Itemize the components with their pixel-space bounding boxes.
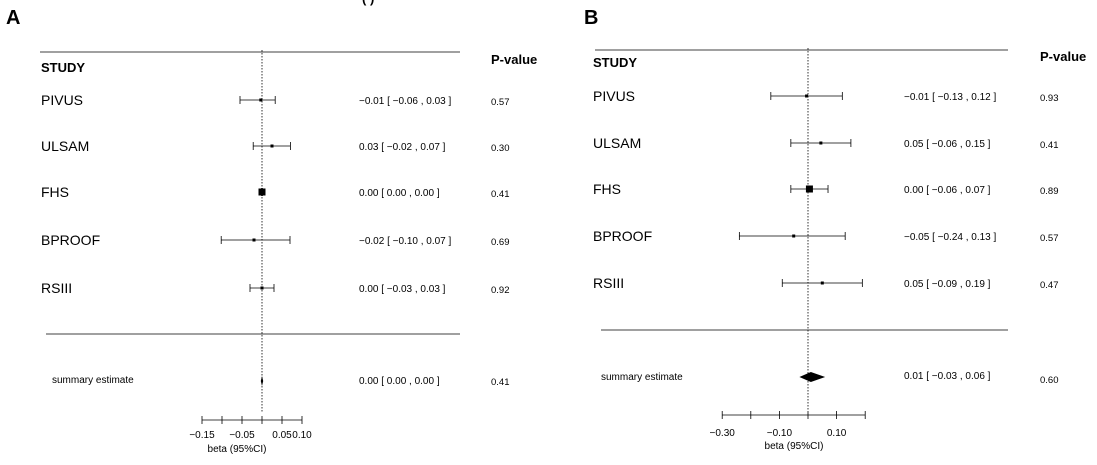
panel-b-ci-text-rsiii: 0.05 [ −0.09 , 0.19 ]: [904, 279, 991, 290]
panel-a-study-name-fhs: FHS: [41, 184, 69, 200]
panel-b-point-estimate-fhs: [805, 185, 813, 193]
panel-a-ci-text-ulsam: 0.03 [ −0.02 , 0.07 ]: [359, 142, 446, 153]
panel-a-summary-label: summary estimate: [52, 375, 134, 386]
panel-b: B STUDY P-value beta (95%CI) summary est…: [584, 7, 1086, 452]
panel-a-point-estimate-ulsam: [270, 144, 274, 148]
panel-a-study-name-ulsam: ULSAM: [41, 138, 89, 154]
panel-a-p-value-ulsam: 0.30: [491, 143, 510, 154]
panel-a-ci-text-rsiii: 0.00 [ −0.03 , 0.03 ]: [359, 284, 446, 295]
panel-b-letter: B: [584, 7, 598, 29]
panel-a-x-tick-label-0: −0.15: [189, 430, 215, 441]
panel-a-point-estimate-bproof: [252, 238, 256, 242]
panel-b-point-estimate-bproof: [792, 234, 796, 238]
panel-b-ci-text-fhs: 0.00 [ −0.06 , 0.07 ]: [904, 185, 991, 196]
panel-b-x-tick-label-2: −0.10: [767, 428, 793, 439]
panel-b-study-name-pivus: PIVUS: [593, 88, 635, 104]
panel-b-p-value-rsiii: 0.47: [1040, 280, 1059, 291]
panel-a-study-header: STUDY: [41, 60, 85, 75]
panel-a-study-name-rsiii: RSIII: [41, 280, 72, 296]
panel-b-point-estimate-ulsam: [819, 141, 823, 145]
panel-b-x-axis-title: beta (95%CI): [765, 441, 824, 452]
panel-a-top-title-fragment: ( ): [362, 0, 374, 6]
panel-a-ci-text-fhs: 0.00 [ 0.00 , 0.00 ]: [359, 188, 440, 199]
panel-a-study-name-bproof: BPROOF: [41, 232, 100, 248]
panel-b-x-tick-label-4: 0.10: [827, 428, 847, 439]
panel-a-x-tick-label-2: −0.05: [229, 430, 255, 441]
panel-a-summary-p-value: 0.41: [491, 377, 510, 388]
panel-a: A ( ) STUDY P-value beta (95%CI) summary…: [6, 0, 537, 455]
panel-b-p-value-bproof: 0.57: [1040, 233, 1059, 244]
panel-b-study-name-ulsam: ULSAM: [593, 135, 641, 151]
panel-a-p-value-pivus: 0.57: [491, 97, 510, 108]
panel-b-p-value-fhs: 0.89: [1040, 186, 1059, 197]
panel-a-x-tick-label-5: 0.10: [292, 430, 312, 441]
panel-a-x-axis-title: beta (95%CI): [208, 444, 267, 455]
panel-b-study-name-bproof: BPROOF: [593, 228, 652, 244]
panel-b-study-name-rsiii: RSIII: [593, 275, 624, 291]
panel-a-point-estimate-pivus: [259, 98, 263, 102]
panel-b-point-estimate-rsiii: [820, 281, 824, 285]
panel-a-summary-ci-text: 0.00 [ 0.00 , 0.00 ]: [359, 376, 440, 387]
panel-b-ci-text-ulsam: 0.05 [ −0.06 , 0.15 ]: [904, 139, 991, 150]
panel-b-marks: PIVUS −0.01 [ −0.13 , 0.12 ] 0.93 ULSAM 0.05…: [593, 48, 1059, 439]
panel-a-pvalue-header: P-value: [491, 52, 537, 67]
panel-b-p-value-pivus: 0.93: [1040, 93, 1059, 104]
panel-a-marks: PIVUS −0.01 [ −0.06 , 0.03 ] 0.57 ULSAM 0.03…: [40, 50, 510, 441]
panel-b-study-header: STUDY: [593, 55, 637, 70]
panel-a-summary-diamond: [260, 376, 264, 386]
panel-b-summary-ci-text: 0.01 [ −0.03 , 0.06 ]: [904, 371, 991, 382]
panel-b-summary-label: summary estimate: [601, 372, 683, 383]
panel-a-ci-text-bproof: −0.02 [ −0.10 , 0.07 ]: [359, 236, 452, 247]
panel-b-summary-p-value: 0.60: [1040, 375, 1059, 386]
panel-a-x-tick-label-4: 0.05: [272, 430, 292, 441]
panel-a-ci-text-pivus: −0.01 [ −0.06 , 0.03 ]: [359, 96, 452, 107]
panel-a-study-name-pivus: PIVUS: [41, 92, 83, 108]
panel-b-ci-text-bproof: −0.05 [ −0.24 , 0.13 ]: [904, 232, 997, 243]
panel-b-x-tick-label-0: −0.30: [710, 428, 736, 439]
panel-b-p-value-ulsam: 0.41: [1040, 140, 1059, 151]
panel-a-p-value-bproof: 0.69: [491, 237, 510, 248]
panel-a-point-estimate-fhs: [258, 188, 266, 196]
panel-b-summary-diamond: [799, 372, 826, 382]
panel-b-pvalue-header: P-value: [1040, 49, 1086, 64]
panel-a-p-value-fhs: 0.41: [491, 189, 510, 200]
panel-a-letter: A: [6, 7, 20, 29]
panel-b-point-estimate-pivus: [805, 94, 809, 98]
panel-a-point-estimate-rsiii: [260, 286, 264, 290]
panel-b-ci-text-pivus: −0.01 [ −0.13 , 0.12 ]: [904, 92, 997, 103]
panel-a-p-value-rsiii: 0.92: [491, 285, 510, 296]
panel-b-study-name-fhs: FHS: [593, 181, 621, 197]
